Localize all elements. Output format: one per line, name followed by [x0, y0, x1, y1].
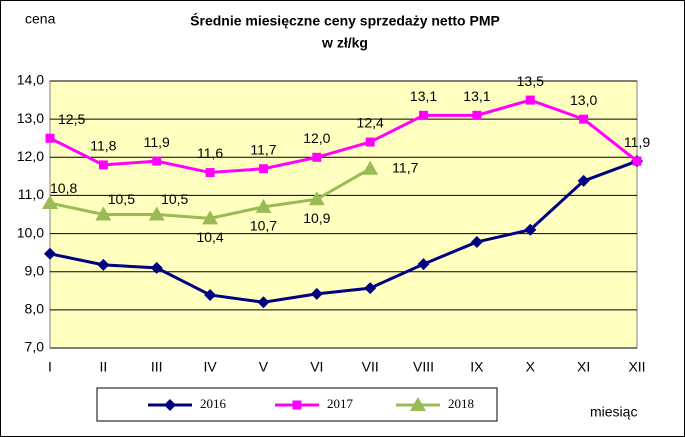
x-tick-label: XI — [577, 359, 590, 375]
data-label: 10,5 — [108, 191, 135, 207]
data-point — [470, 235, 483, 248]
data-label: 12,5 — [58, 111, 85, 127]
data-point — [204, 288, 217, 301]
data-label: 10,5 — [161, 191, 188, 207]
data-point — [148, 206, 165, 221]
data-point — [257, 296, 270, 309]
x-axis-label: miesiąc — [590, 404, 637, 420]
y-tick-label: 7,0 — [25, 339, 45, 355]
data-point — [95, 206, 112, 221]
data-point — [45, 133, 55, 143]
x-tick-label: VI — [310, 359, 323, 375]
data-point — [632, 156, 642, 166]
y-tick-label: 8,0 — [25, 301, 45, 317]
x-tick-label: II — [99, 359, 107, 375]
x-tick-label: V — [259, 359, 269, 375]
x-tick-label: XII — [628, 359, 645, 375]
data-point — [312, 152, 322, 162]
data-label: 11,6 — [197, 145, 223, 161]
x-tick-label: VII — [362, 359, 379, 375]
data-label: 11,9 — [624, 134, 650, 150]
data-point — [417, 258, 430, 271]
y-tick-label: 12,0 — [17, 148, 44, 164]
data-label: 13,0 — [570, 92, 597, 108]
data-label: 11,9 — [144, 134, 170, 150]
data-point — [308, 191, 325, 206]
data-label: 10,7 — [250, 218, 277, 234]
data-point — [42, 195, 58, 210]
x-tick-label: IX — [470, 359, 484, 375]
data-point — [419, 110, 429, 120]
data-point — [205, 168, 215, 178]
legend-marker — [164, 399, 176, 411]
data-point — [577, 174, 590, 187]
data-point — [258, 164, 268, 174]
x-tick-label: III — [151, 359, 163, 375]
data-point — [255, 198, 272, 213]
data-point — [150, 261, 163, 274]
data-point — [364, 282, 377, 295]
legend-label: 2017 — [327, 396, 354, 411]
y-tick-label: 9,0 — [25, 262, 45, 278]
chart-subtitle: w zł/kg — [321, 35, 368, 51]
y-axis-label: cena — [25, 11, 56, 27]
data-point — [98, 160, 108, 170]
x-tick-label: I — [48, 359, 52, 375]
data-point — [202, 210, 219, 225]
legend-marker — [410, 397, 426, 411]
data-point — [97, 258, 110, 271]
y-tick-label: 14,0 — [17, 72, 44, 88]
y-tick-label: 13,0 — [17, 110, 44, 126]
x-tick-label: IV — [203, 359, 217, 375]
data-point — [44, 247, 56, 260]
y-tick-label: 10,0 — [17, 224, 44, 240]
data-point — [525, 95, 535, 105]
data-label: 10,9 — [303, 210, 330, 226]
x-tick-label: VIII — [413, 359, 434, 375]
data-label: 11,8 — [90, 138, 116, 154]
series-line — [49, 98, 638, 175]
data-point — [472, 110, 482, 120]
data-point — [365, 137, 375, 147]
legend-label: 2018 — [448, 396, 474, 411]
legend-label: 2016 — [200, 396, 227, 411]
data-point — [524, 223, 537, 236]
data-point — [310, 287, 323, 300]
data-label: 10,8 — [50, 180, 77, 196]
data-point — [579, 114, 589, 124]
series-line — [49, 159, 638, 304]
data-label: 13,1 — [410, 88, 437, 104]
data-label: 12,0 — [303, 130, 330, 146]
data-label: 12,4 — [357, 115, 384, 131]
data-point — [362, 160, 379, 175]
data-label: 13,5 — [517, 73, 544, 89]
data-label: 11,7 — [250, 141, 276, 157]
data-point — [152, 156, 162, 166]
data-label: 13,1 — [463, 88, 490, 104]
data-label: 11,7 — [392, 159, 418, 175]
data-label: 10,4 — [196, 229, 223, 245]
y-tick-label: 11,0 — [18, 186, 44, 202]
chart-title: Średnie miesięczne ceny sprzedaży netto … — [190, 12, 500, 29]
legend-marker — [292, 400, 302, 410]
x-tick-label: X — [526, 359, 536, 375]
